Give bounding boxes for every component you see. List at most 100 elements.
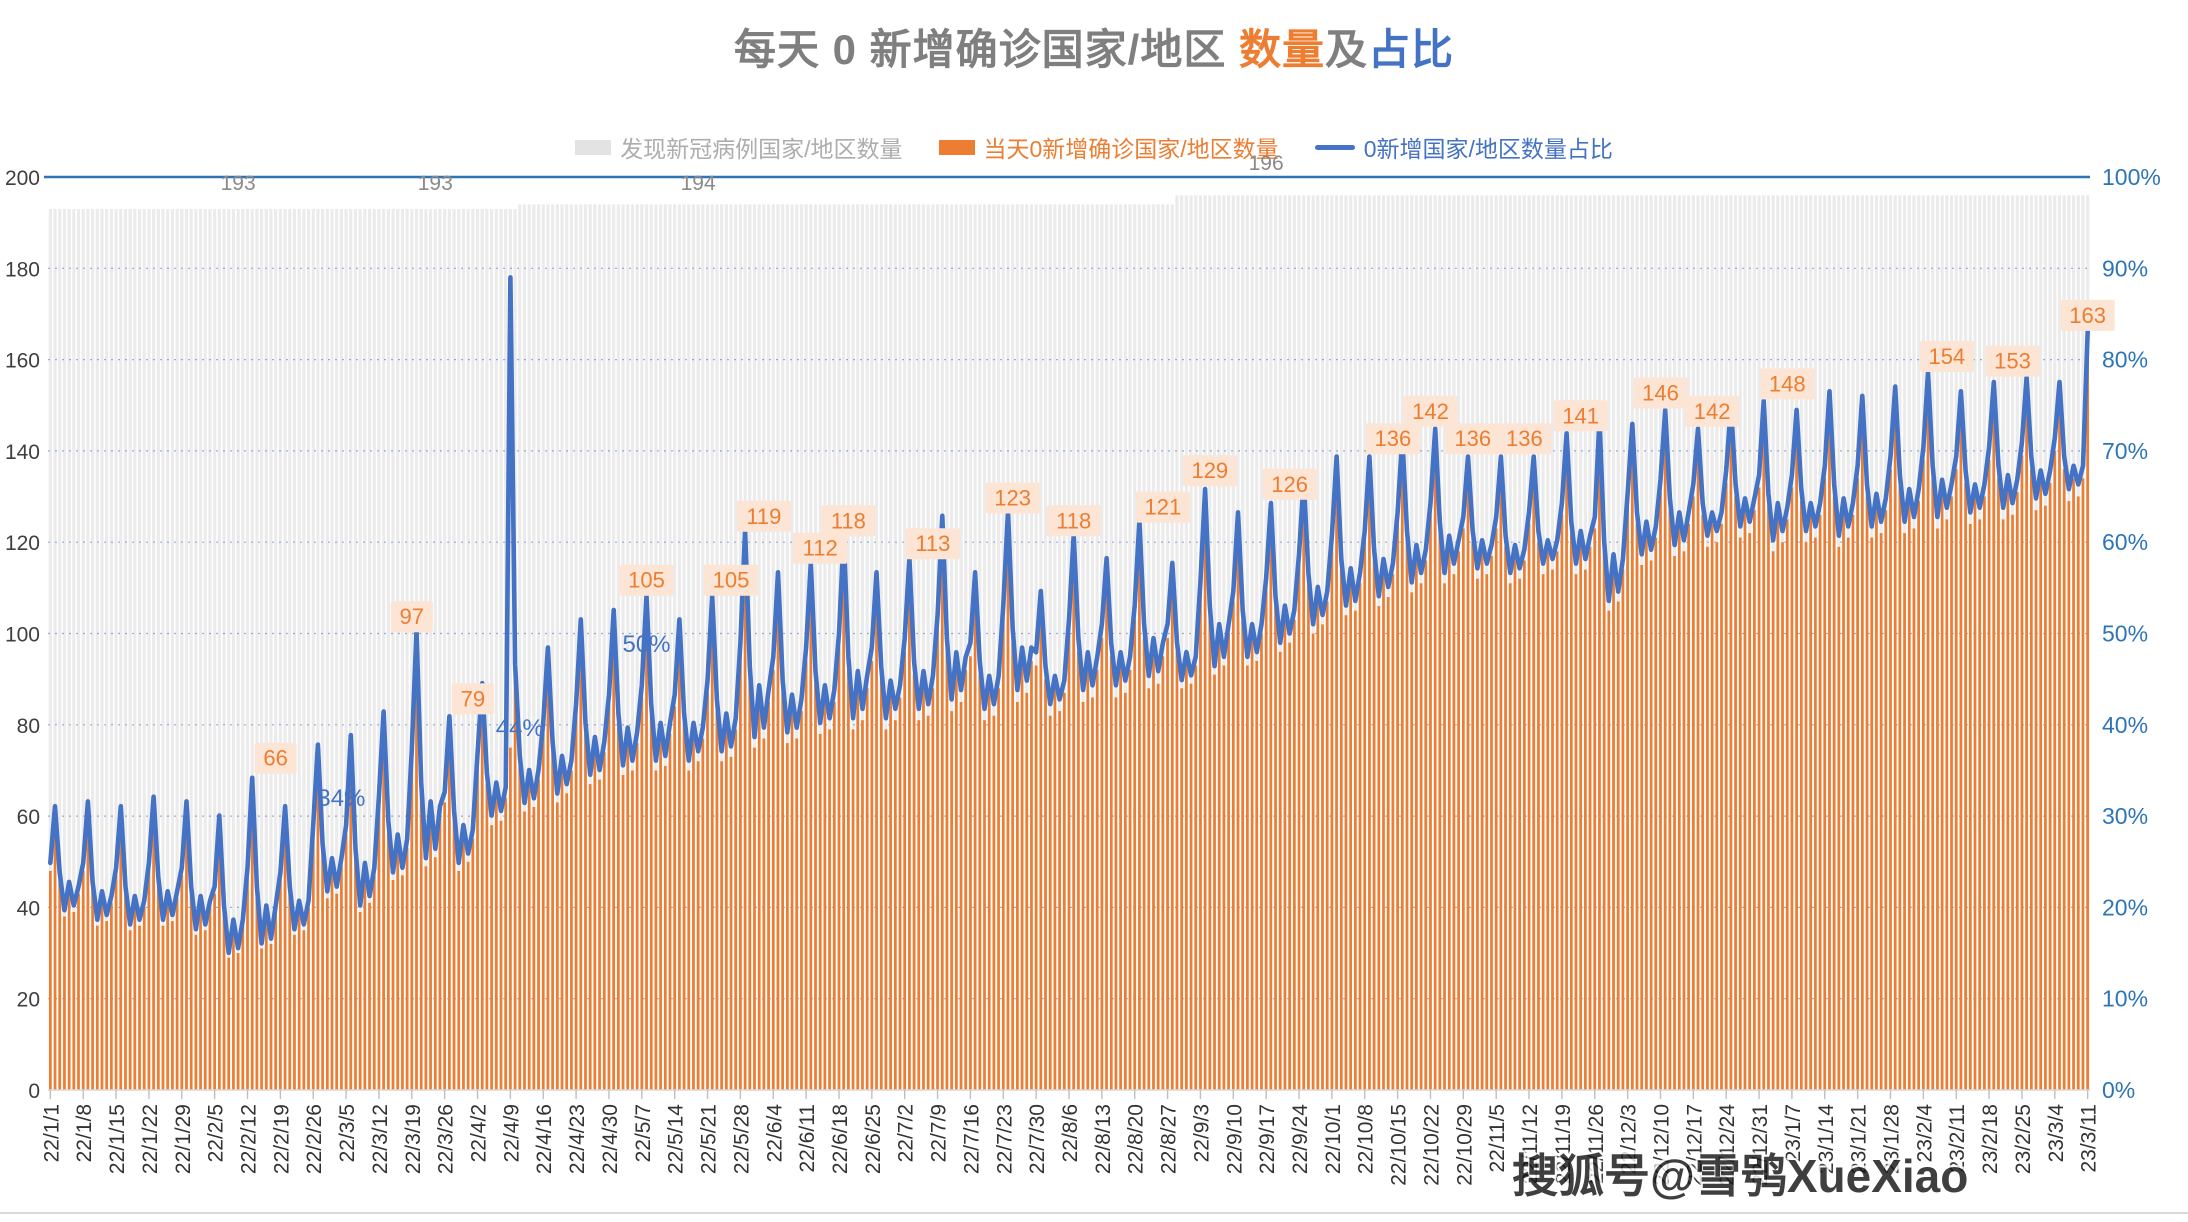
svg-text:22/10/8: 22/10/8 [1355,1104,1378,1174]
chart-legend: 发现新冠病例国家/地区数量 当天0新增确诊国家/地区数量 0新增国家/地区数量占… [0,130,2188,164]
svg-text:10%: 10% [2102,986,2148,1012]
svg-text:200: 200 [5,167,40,190]
svg-text:22/4/9: 22/4/9 [500,1104,523,1162]
svg-text:34%: 34% [317,785,365,812]
legend-label-pct: 0新增国家/地区数量占比 [1363,136,1613,162]
svg-text:97: 97 [400,604,424,629]
svg-text:194: 194 [681,172,716,195]
zero-count-bars-series [49,345,2089,1091]
svg-text:112: 112 [803,536,838,561]
svg-text:142: 142 [1694,399,1731,424]
svg-text:22/5/28: 22/5/28 [730,1104,753,1174]
svg-text:40%: 40% [2102,712,2148,738]
svg-text:23/3/4: 23/3/4 [2045,1104,2068,1163]
svg-text:22/3/19: 22/3/19 [402,1104,425,1174]
svg-text:22/5/14: 22/5/14 [665,1104,688,1174]
svg-text:163: 163 [2069,303,2106,328]
svg-text:136: 136 [1506,426,1543,451]
svg-text:22/11/5: 22/11/5 [1486,1104,1509,1173]
svg-text:160: 160 [5,350,40,373]
y-axis-right-labels: 100% 90% 80% 70% 60% 50% 40% 30% 20% 10% 0% [2102,164,2161,1103]
svg-text:22/6/18: 22/6/18 [829,1104,852,1174]
svg-text:30%: 30% [2102,803,2148,829]
svg-text:22/5/21: 22/5/21 [698,1104,721,1174]
svg-text:44%: 44% [496,715,544,742]
svg-text:193: 193 [418,172,453,195]
svg-text:22/3/12: 22/3/12 [369,1104,392,1174]
svg-text:22/2/12: 22/2/12 [238,1104,261,1174]
svg-text:23/1/7: 23/1/7 [1782,1104,1805,1162]
svg-text:22/2/26: 22/2/26 [303,1104,326,1174]
svg-text:113: 113 [915,531,950,556]
svg-text:118: 118 [1056,508,1091,533]
title-quantity: 数量 [1239,26,1326,73]
bar-value-labels: 66 97 79 105 105 119 112 118 113 123 118 121 129 126 1… [254,299,2115,774]
orange-bar-swatch-icon [938,139,975,155]
svg-text:22/8/6: 22/8/6 [1059,1104,1082,1162]
svg-text:22/4/30: 22/4/30 [599,1104,622,1174]
svg-text:22/11/19: 22/11/19 [1552,1104,1575,1184]
svg-text:23/2/18: 23/2/18 [1979,1104,2002,1174]
total-value-labels: 193 193 194 196 [221,152,1284,195]
svg-text:22/10/15: 22/10/15 [1388,1104,1411,1186]
svg-text:126: 126 [1271,472,1308,497]
svg-text:22/10/22: 22/10/22 [1421,1104,1444,1186]
svg-text:23/2/11: 23/2/11 [1946,1104,1969,1173]
svg-text:22/12/24: 22/12/24 [1716,1104,1739,1186]
svg-text:105: 105 [628,568,665,593]
legend-label-zero-count: 当天0新增确诊国家/地区数量 [983,136,1279,162]
svg-text:22/1/8: 22/1/8 [73,1104,96,1162]
pct-line-series [47,275,2090,956]
svg-text:22/8/27: 22/8/27 [1158,1104,1181,1174]
svg-text:123: 123 [994,486,1031,511]
svg-text:70%: 70% [2102,438,2148,464]
svg-text:22/1/29: 22/1/29 [172,1104,195,1174]
svg-text:22/4/2: 22/4/2 [468,1104,491,1162]
svg-text:22/6/4: 22/6/4 [763,1104,786,1163]
svg-text:100: 100 [5,624,40,647]
svg-text:23/2/25: 23/2/25 [2012,1104,2035,1174]
svg-text:22/7/9: 22/7/9 [928,1104,951,1162]
svg-text:23/1/21: 23/1/21 [1848,1104,1871,1174]
svg-text:22/7/23: 22/7/23 [993,1104,1016,1174]
svg-text:100%: 100% [2102,164,2161,190]
svg-text:22/9/3: 22/9/3 [1190,1104,1213,1162]
svg-text:22/7/30: 22/7/30 [1026,1104,1049,1174]
svg-text:22/5/7: 22/5/7 [632,1104,655,1162]
svg-text:129: 129 [1191,458,1228,483]
x-axis-labels: 22/1/1 22/1/8 22/1/15 22/1/22 22/1/29 22/2/5 2… [40,1090,2101,1186]
svg-text:50%: 50% [622,631,670,658]
svg-text:22/12/17: 22/12/17 [1683,1104,1706,1186]
svg-text:22/8/20: 22/8/20 [1125,1104,1148,1174]
svg-text:22/6/11: 22/6/11 [796,1104,819,1173]
svg-text:80%: 80% [2102,347,2148,373]
svg-text:22/10/1: 22/10/1 [1322,1104,1345,1174]
svg-text:22/11/26: 22/11/26 [1585,1104,1608,1184]
blue-line-swatch-icon [1314,144,1355,150]
svg-text:22/2/5: 22/2/5 [205,1104,228,1162]
svg-text:196: 196 [1249,152,1284,175]
svg-text:23/1/14: 23/1/14 [1815,1104,1838,1174]
legend-item-pct: 0新增国家/地区数量占比 [1314,130,1613,164]
title-middle: 及 [1325,26,1369,73]
svg-text:22/4/16: 22/4/16 [533,1104,556,1174]
legend-item-zero-count: 当天0新增确诊国家/地区数量 [938,130,1279,164]
svg-text:105: 105 [713,568,750,593]
svg-text:20%: 20% [2102,894,2148,920]
svg-text:136: 136 [1454,426,1491,451]
svg-text:20: 20 [17,989,40,1012]
svg-text:120: 120 [5,532,40,555]
svg-text:22/1/15: 22/1/15 [106,1104,129,1174]
svg-text:140: 140 [5,441,40,464]
svg-text:148: 148 [1769,371,1806,396]
legend-label-total: 发现新冠病例国家/地区数量 [620,136,903,162]
svg-text:23/1/28: 23/1/28 [1881,1104,1904,1174]
svg-text:60%: 60% [2102,529,2148,555]
legend-item-total: 发现新冠病例国家/地区数量 [575,130,903,164]
svg-text:22/7/2: 22/7/2 [895,1104,918,1162]
svg-text:154: 154 [1928,344,1965,369]
svg-text:141: 141 [1562,403,1599,428]
svg-text:22/7/16: 22/7/16 [960,1104,983,1174]
svg-text:22/12/31: 22/12/31 [1749,1104,1772,1186]
